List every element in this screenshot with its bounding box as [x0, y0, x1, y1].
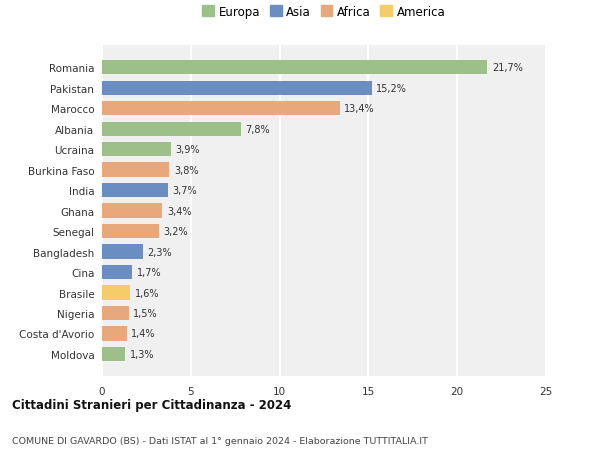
- Text: 13,4%: 13,4%: [344, 104, 375, 114]
- Bar: [102, 204, 163, 218]
- Text: 1,7%: 1,7%: [137, 268, 161, 277]
- Bar: [102, 224, 159, 239]
- Text: 1,5%: 1,5%: [133, 308, 158, 319]
- Text: 3,2%: 3,2%: [163, 227, 188, 236]
- Bar: [102, 81, 372, 95]
- Text: 2,3%: 2,3%: [147, 247, 172, 257]
- Text: 1,3%: 1,3%: [130, 349, 154, 359]
- Bar: [102, 327, 127, 341]
- Text: 15,2%: 15,2%: [376, 84, 407, 94]
- Bar: [102, 102, 340, 116]
- Text: COMUNE DI GAVARDO (BS) - Dati ISTAT al 1° gennaio 2024 - Elaborazione TUTTITALIA: COMUNE DI GAVARDO (BS) - Dati ISTAT al 1…: [12, 436, 428, 445]
- Text: Cittadini Stranieri per Cittadinanza - 2024: Cittadini Stranieri per Cittadinanza - 2…: [12, 398, 292, 411]
- Text: 7,8%: 7,8%: [245, 124, 269, 134]
- Text: 3,7%: 3,7%: [172, 186, 197, 196]
- Text: 3,4%: 3,4%: [167, 206, 191, 216]
- Bar: [102, 122, 241, 136]
- Bar: [102, 143, 171, 157]
- Text: 21,7%: 21,7%: [492, 63, 523, 73]
- Bar: [102, 245, 143, 259]
- Text: 3,9%: 3,9%: [176, 145, 200, 155]
- Bar: [102, 184, 168, 198]
- Text: 1,4%: 1,4%: [131, 329, 156, 339]
- Bar: [102, 286, 130, 300]
- Bar: [102, 265, 132, 280]
- Text: 1,6%: 1,6%: [135, 288, 160, 298]
- Bar: [102, 347, 125, 361]
- Legend: Europa, Asia, Africa, America: Europa, Asia, Africa, America: [202, 6, 446, 18]
- Bar: [102, 61, 487, 75]
- Text: 3,8%: 3,8%: [174, 165, 199, 175]
- Bar: [102, 306, 128, 320]
- Bar: [102, 163, 169, 178]
